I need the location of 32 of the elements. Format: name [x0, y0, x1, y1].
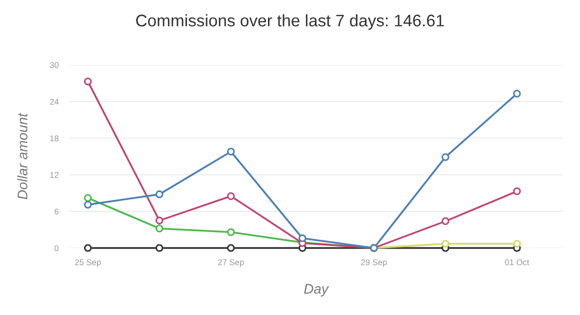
point [442, 240, 450, 248]
y-tick-label: 0 [54, 245, 59, 252]
y-tick-label: 18 [50, 135, 59, 142]
point [84, 194, 92, 202]
point [156, 224, 164, 232]
point [227, 192, 235, 200]
point [513, 240, 521, 248]
x-tick-label: 29 Sep [361, 259, 387, 267]
x-axis-title: Day [304, 284, 330, 296]
point [227, 148, 235, 156]
point [227, 228, 235, 236]
y-axis-title: Dollar amount [17, 112, 28, 200]
chart-title: Commissions over the last 7 days: 146.61 [136, 14, 444, 30]
point [156, 244, 164, 252]
x-tick-label: 01 Oct [505, 259, 530, 266]
point [513, 187, 521, 196]
point [298, 234, 306, 242]
point [442, 153, 450, 161]
point [84, 244, 92, 252]
x-tick-label: 25 Sep [75, 259, 101, 267]
point [442, 217, 450, 226]
y-tick-label: 12 [50, 172, 58, 178]
point [156, 216, 164, 224]
point [84, 78, 92, 86]
point [156, 190, 164, 198]
y-tick-label: 6 [54, 208, 59, 214]
x-tick-label: 27 Sep [218, 259, 244, 267]
point [227, 244, 235, 252]
y-tick-label: 30 [50, 62, 59, 68]
point [84, 200, 92, 209]
y-tick-label: 24 [50, 98, 59, 105]
point [513, 90, 521, 98]
